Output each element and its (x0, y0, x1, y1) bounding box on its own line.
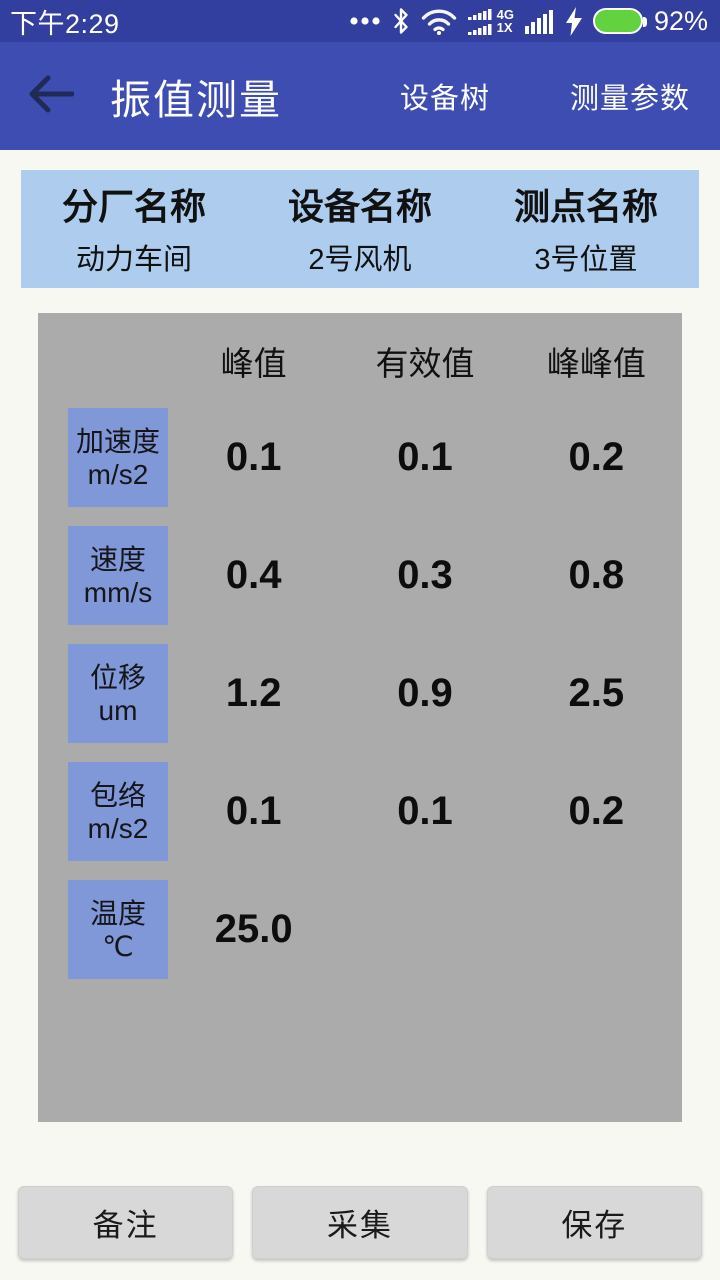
table-row-envelope: 包络 m/s2 0.1 0.1 0.2 (38, 762, 682, 880)
table-row-displacement: 位移 um 1.2 0.9 2.5 (38, 644, 682, 762)
signal-strength-icon (524, 9, 555, 34)
remark-button[interactable]: 备注 (18, 1186, 234, 1259)
displacement-label-button[interactable]: 位移 um (68, 644, 168, 743)
status-bar: 下午2:29 (0, 0, 720, 42)
header-rms: 有效值 (375, 344, 475, 382)
app-bar: 振值测量 设备树 测量参数 (0, 42, 720, 150)
mobile-network-icon: 4G 1X (467, 7, 514, 35)
battery-percent: 92% (653, 5, 708, 36)
row-label-cell: 加速度 m/s2 (38, 408, 168, 507)
status-icons: 4G 1X 92% (349, 6, 708, 37)
row-label-cell: 包络 m/s2 (38, 762, 168, 861)
measurement-table: 峰值 有效值 峰峰值 加速度 m/s2 0.1 0.1 0.2 速度 mm/s (38, 313, 682, 1122)
temperature-label-button[interactable]: 温度 ℃ (68, 880, 168, 979)
row-name: 温度 (89, 897, 146, 929)
row-unit: mm/s (83, 576, 153, 608)
acceleration-label-button[interactable]: 加速度 m/s2 (68, 408, 168, 507)
measure-params-button[interactable]: 测量参数 (569, 83, 690, 115)
value-cell: 0.1 (397, 789, 453, 833)
value-cell: 2.5 (568, 671, 625, 715)
plant-column: 分厂名称 动力车间 (21, 178, 247, 278)
device-tree-button[interactable]: 设备树 (399, 83, 490, 115)
save-button[interactable]: 保存 (486, 1186, 702, 1259)
envelope-label-button[interactable]: 包络 m/s2 (68, 762, 168, 861)
arrow-left-icon (28, 75, 75, 118)
location-panel: 分厂名称 动力车间 设备名称 2号风机 测点名称 3号位置 (21, 170, 699, 288)
row-label-cell: 速度 mm/s (38, 526, 168, 625)
table-row-velocity: 速度 mm/s 0.4 0.3 0.8 (38, 526, 682, 644)
value-cell: 0.2 (568, 435, 625, 479)
back-button[interactable] (28, 61, 88, 131)
table-row-temperature: 温度 ℃ 25.0 (38, 880, 682, 998)
row-unit: ℃ (102, 930, 134, 962)
value-cell: 0.1 (225, 435, 282, 479)
charging-bolt-icon (565, 6, 582, 36)
plant-label: 分厂名称 (61, 186, 206, 227)
bluetooth-icon (392, 7, 410, 35)
header-peak: 峰值 (220, 344, 287, 382)
value-cell: 1.2 (225, 671, 282, 715)
clock: 下午2:29 (10, 8, 120, 39)
row-unit: m/s2 (87, 458, 149, 490)
row-label-cell: 位移 um (38, 644, 168, 743)
value-cell: 25.0 (214, 907, 293, 951)
device-column: 设备名称 2号风机 (247, 178, 473, 278)
row-unit: m/s2 (87, 812, 149, 844)
row-unit: um (98, 694, 138, 726)
row-label-cell: 温度 ℃ (38, 880, 168, 979)
point-label: 测点名称 (513, 186, 658, 227)
table-row-acceleration: 加速度 m/s2 0.1 0.1 0.2 (38, 408, 682, 526)
value-cell: 0.4 (225, 553, 282, 597)
point-value: 3号位置 (534, 244, 638, 276)
footer-toolbar: 备注 采集 保存 (18, 1186, 702, 1259)
network-type-badge: 4G 1X (496, 7, 514, 35)
value-cell: 0.8 (568, 553, 625, 597)
more-dots-icon (349, 16, 381, 26)
device-value: 2号风机 (308, 244, 412, 276)
value-cell: 0.1 (225, 789, 282, 833)
point-column: 测点名称 3号位置 (473, 178, 699, 278)
plant-value: 动力车间 (75, 244, 192, 276)
table-header-row: 峰值 有效值 峰峰值 (38, 313, 682, 408)
row-name: 包络 (89, 779, 146, 811)
row-name: 位移 (89, 661, 146, 693)
device-label: 设备名称 (287, 186, 432, 227)
header-peak-to-peak: 峰峰值 (546, 344, 646, 382)
value-cell: 0.9 (397, 671, 453, 715)
row-name: 速度 (89, 543, 146, 575)
collect-button[interactable]: 采集 (252, 1186, 468, 1259)
row-name: 加速度 (75, 425, 160, 457)
velocity-label-button[interactable]: 速度 mm/s (68, 526, 168, 625)
value-cell: 0.3 (397, 553, 453, 597)
battery-icon (592, 8, 647, 34)
wifi-icon (421, 8, 457, 35)
value-cell: 0.2 (568, 789, 625, 833)
page-title: 振值测量 (110, 77, 282, 123)
value-cell: 0.1 (397, 435, 453, 479)
